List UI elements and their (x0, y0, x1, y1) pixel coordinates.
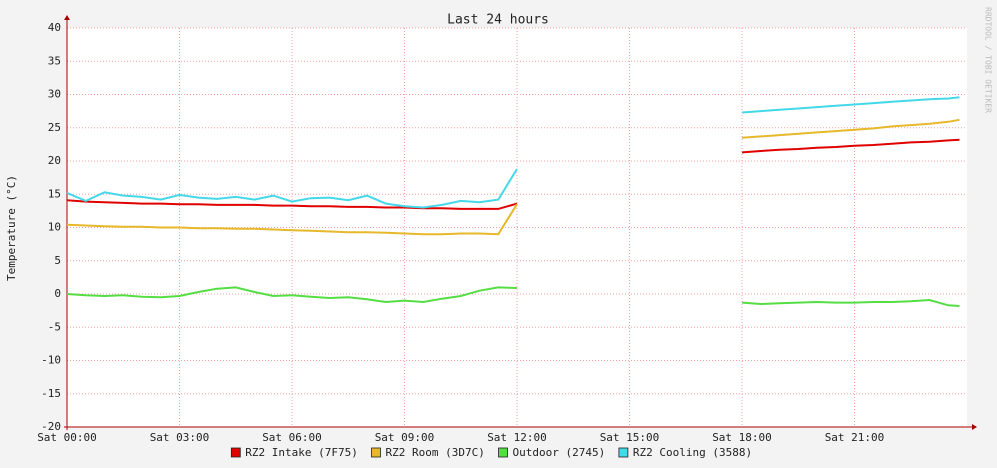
x-tick-label: Sat 06:00 (262, 431, 322, 444)
y-tick-label: -20 (41, 420, 61, 433)
data-line (66, 286, 960, 307)
axis-arrow (972, 424, 977, 430)
y-tick-label: 0 (54, 287, 61, 300)
y-tick-label: 15 (48, 187, 61, 200)
axis-arrow (64, 15, 70, 20)
y-tick-label: 20 (48, 154, 61, 167)
data-line (66, 118, 960, 236)
y-tick-label: 40 (48, 21, 61, 34)
y-tick-label: 30 (48, 88, 61, 101)
y-tick-label: -5 (48, 320, 61, 333)
legend-label: RZ2 Intake (7F75) (245, 446, 358, 459)
data-line (66, 138, 960, 210)
legend-swatch (618, 447, 629, 458)
chart-title: Last 24 hours (447, 13, 549, 28)
y-tick-label: 5 (54, 254, 61, 267)
legend-label: Outdoor (2745) (513, 446, 606, 459)
x-tick-label: Sat 12:00 (487, 431, 547, 444)
x-tick-label: Sat 03:00 (150, 431, 210, 444)
legend-swatch (371, 447, 381, 458)
y-tick-label: 10 (48, 221, 61, 234)
legend-label: RZ2 Room (3D7C) (386, 446, 485, 459)
y-tick-label: 35 (48, 54, 61, 67)
y-tick-label: 25 (48, 121, 61, 134)
legend-swatch (498, 447, 508, 458)
x-tick-label: Sat 15:00 (600, 431, 660, 444)
y-tick-label: -10 (41, 354, 61, 367)
watermark: RRDTOOL / TOBI OETIKER (984, 7, 993, 113)
data-line (66, 96, 960, 209)
x-tick-label: Sat 00:00 (37, 431, 97, 444)
y-tick-label: -15 (41, 387, 61, 400)
legend-label: RZ2 Cooling (3588) (633, 446, 752, 459)
x-tick-label: Sat 18:00 (712, 431, 772, 444)
y-axis-label: Temperature (°C) (5, 175, 18, 281)
x-tick-label: Sat 21:00 (825, 431, 885, 444)
legend-swatch (230, 447, 241, 458)
x-tick-label: Sat 09:00 (375, 431, 435, 444)
